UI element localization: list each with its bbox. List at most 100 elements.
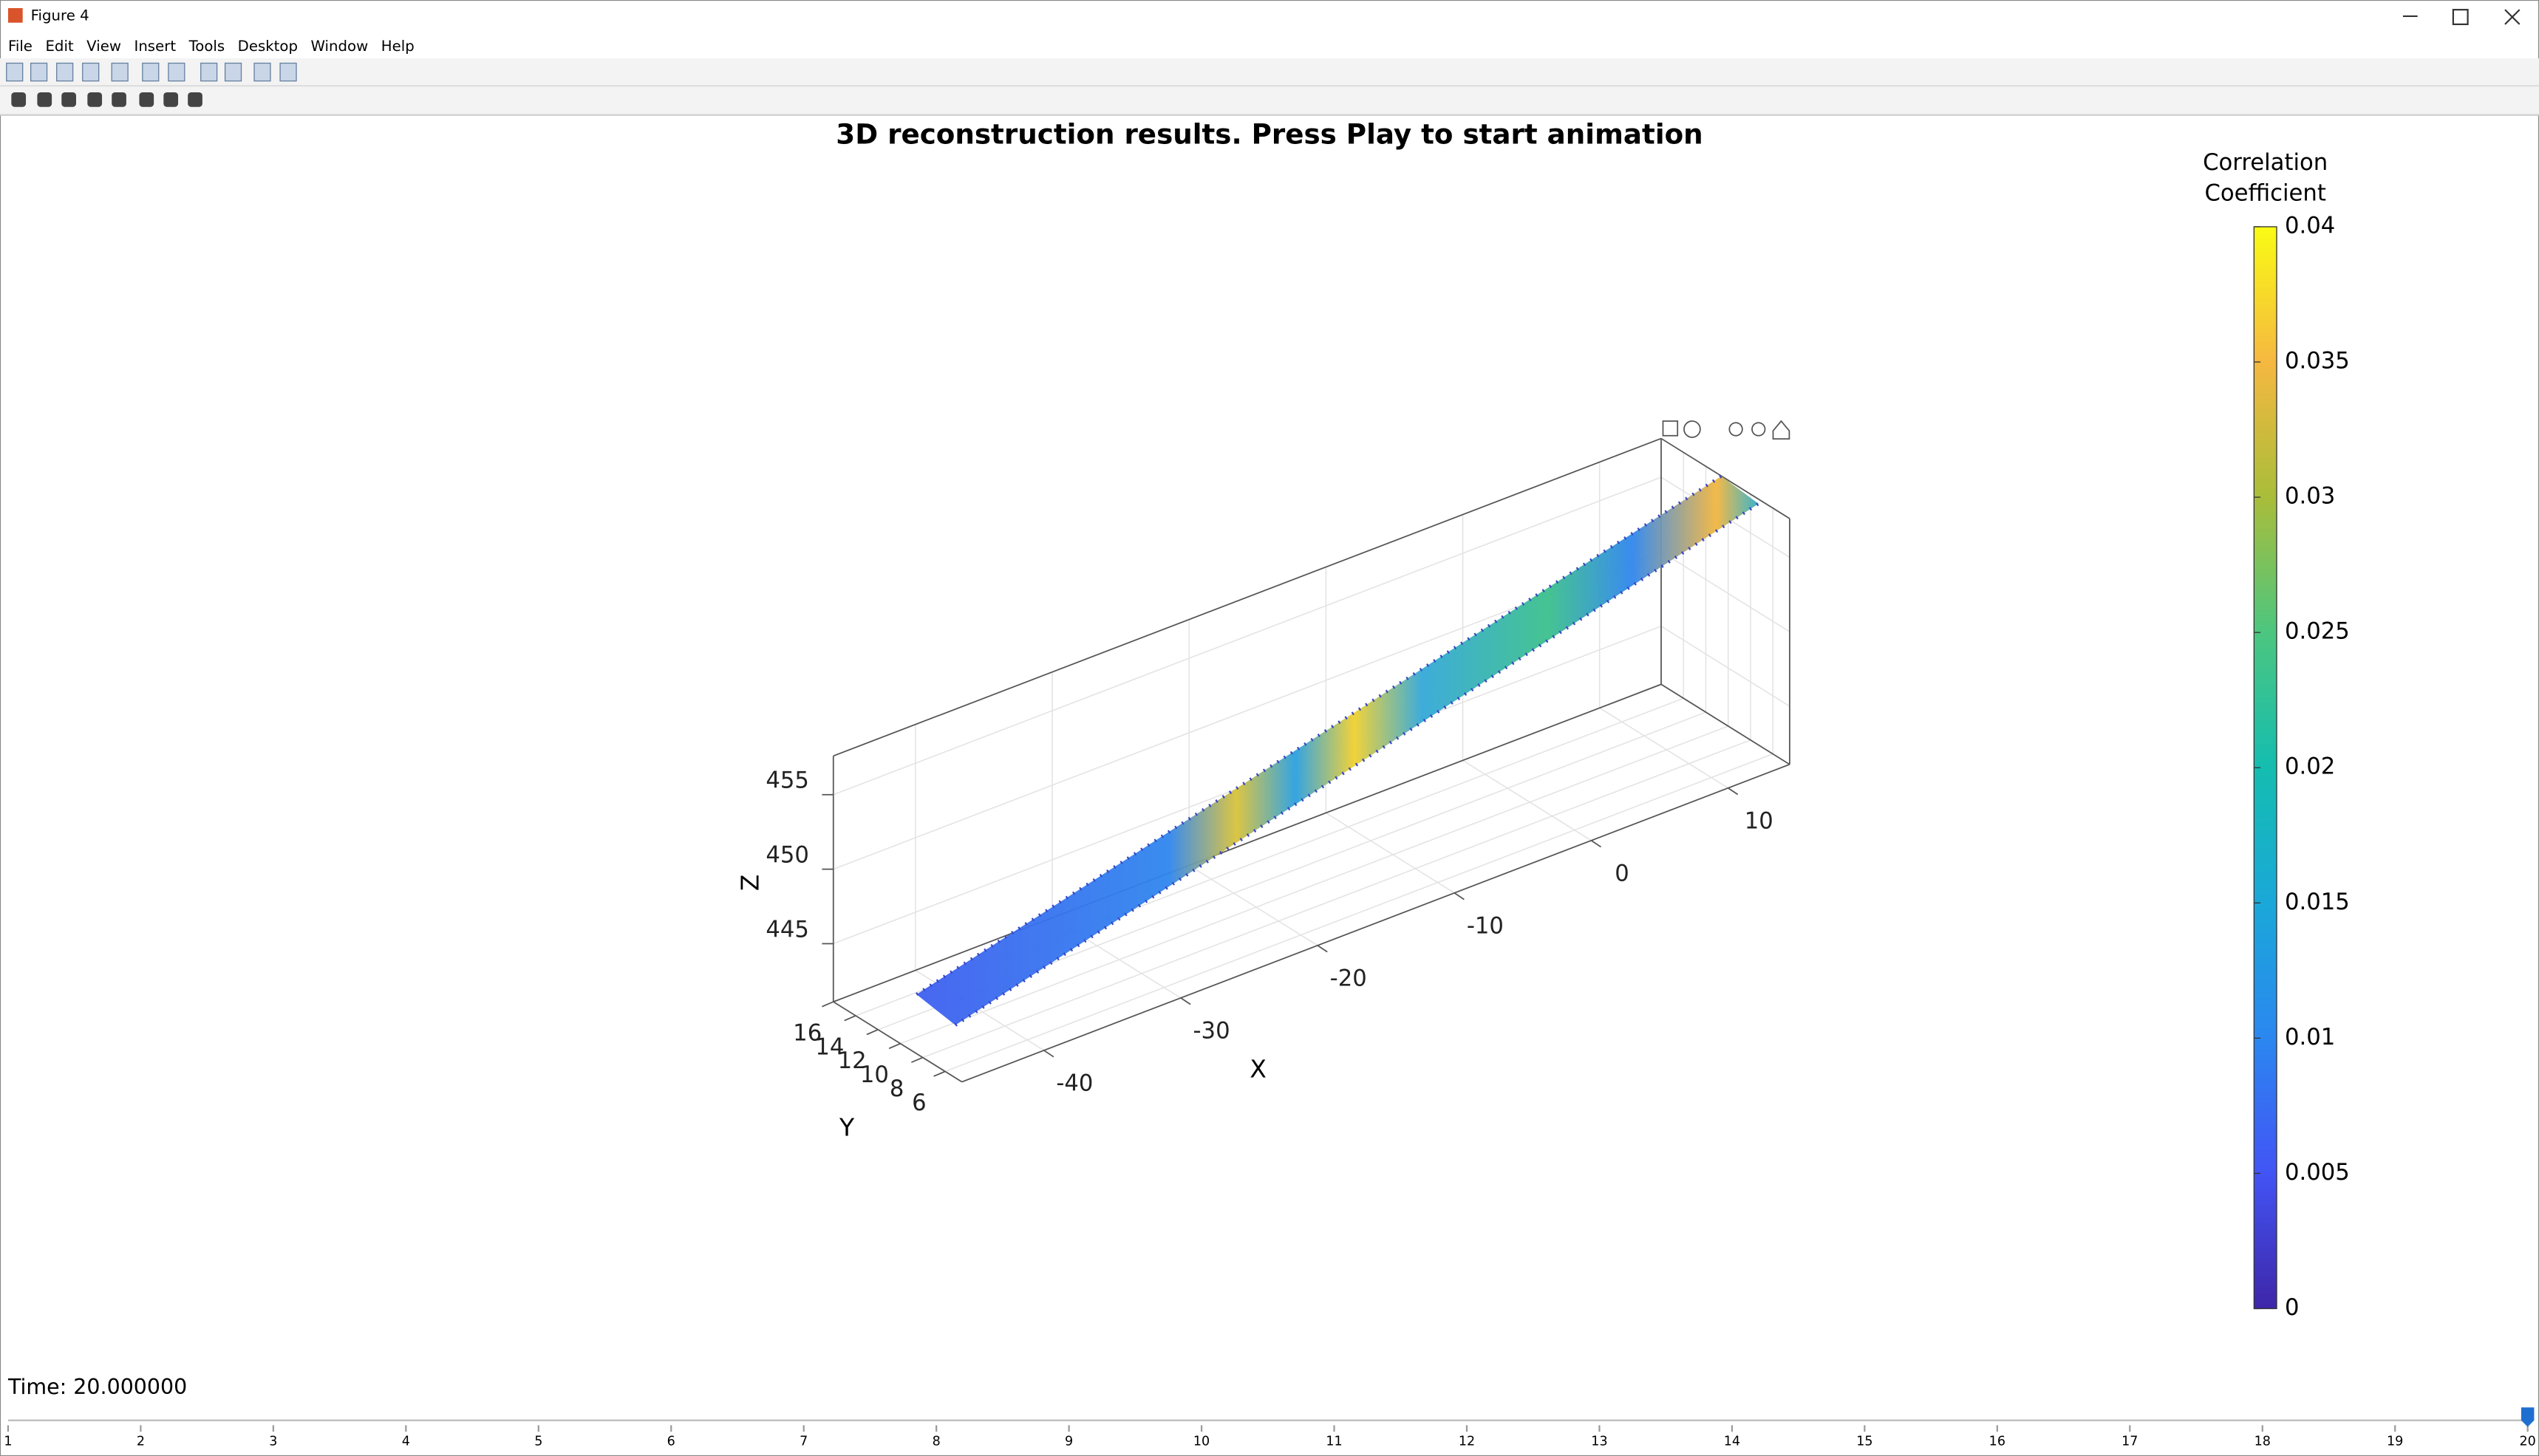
- colorbar-tick-label: 0.02: [2285, 754, 2335, 780]
- colorbar-label: Correlation: [2203, 150, 2328, 176]
- toolbar-button[interactable]: [253, 62, 271, 82]
- toolbar-button[interactable]: [37, 92, 52, 107]
- surface-points: [916, 474, 1722, 996]
- slider-tick-label: 16: [1989, 1434, 2005, 1449]
- menu-item[interactable]: Window: [311, 38, 369, 55]
- x-axis-label: X: [1250, 1055, 1267, 1084]
- menu-item[interactable]: Help: [381, 38, 415, 55]
- toolbar-button[interactable]: [30, 62, 48, 82]
- colorbar-tick-label: 0.03: [2285, 484, 2335, 510]
- slider-tick-label: 17: [2121, 1434, 2138, 1449]
- y-axis-label: Y: [839, 1113, 855, 1142]
- menu-item[interactable]: Desktop: [238, 38, 298, 55]
- slider-tick-label: 4: [402, 1434, 410, 1449]
- z-tick-label: 450: [766, 843, 809, 869]
- slider-thumb[interactable]: [2521, 1407, 2535, 1427]
- slider-tick-label: 14: [1724, 1434, 1740, 1449]
- menu-bar: File Edit View Insert Tools Desktop Window Help: [8, 38, 415, 55]
- z-tick-label: 455: [766, 768, 809, 794]
- slider-tick-label: 12: [1459, 1434, 1475, 1449]
- z-axis-label: Z: [735, 875, 764, 892]
- slider-tick-label: 5: [534, 1434, 542, 1449]
- x-tick-label: -20: [1330, 965, 1367, 991]
- x-tick-label: -10: [1467, 913, 1504, 939]
- y-tick: [933, 1070, 946, 1077]
- toolbar-button[interactable]: [188, 92, 202, 107]
- toolbar-button[interactable]: [163, 92, 179, 107]
- chart-title: 3D reconstruction results. Press Play to…: [836, 118, 1703, 151]
- colorbar-tick-label: 0.04: [2285, 213, 2335, 239]
- axis-box: [833, 437, 1662, 757]
- toolbar-button[interactable]: [279, 62, 297, 82]
- y-tick: [911, 1056, 924, 1063]
- menu-item[interactable]: File: [8, 38, 33, 55]
- toolbar-button[interactable]: [87, 92, 103, 107]
- maximize-button[interactable]: [2452, 9, 2469, 25]
- axis-box: [833, 1001, 963, 1083]
- toolbar-button[interactable]: [142, 62, 160, 82]
- slider-tick-label: 8: [933, 1434, 941, 1449]
- x-tick: [1728, 787, 1739, 796]
- y-tick-label: 12: [838, 1048, 867, 1074]
- window-title: Figure 4: [31, 7, 89, 24]
- colorbar-label: Coefficient: [2204, 181, 2325, 207]
- home[interactable]: [1772, 420, 1790, 440]
- x-tick-label: -40: [1056, 1070, 1093, 1096]
- y-tick: [866, 1029, 879, 1036]
- y-tick: [844, 1015, 856, 1022]
- menu-item[interactable]: Edit: [45, 38, 73, 55]
- axes-tool[interactable]: [1662, 420, 1679, 437]
- toolbar-button[interactable]: [56, 62, 74, 82]
- zoom-in[interactable]: [1728, 422, 1743, 437]
- x-tick: [1043, 1050, 1054, 1058]
- app-icon: [7, 7, 23, 23]
- toolbar-button[interactable]: [61, 92, 76, 107]
- slider-tick-label: 20: [2520, 1434, 2536, 1449]
- toolbar: [6, 62, 297, 107]
- toolbar-button[interactable]: [112, 92, 126, 107]
- close-button[interactable]: [2504, 9, 2521, 25]
- zoom-out[interactable]: [1751, 422, 1766, 437]
- x-tick: [1453, 892, 1465, 900]
- slider: 1 2 3 4 5 6 7 8 9 10 11 12 13 14 15 16 17 18 19 20: [4, 1407, 2536, 1449]
- toolbar-button[interactable]: [139, 92, 154, 107]
- y-tick-label: 10: [860, 1062, 889, 1088]
- toolbar-button[interactable]: [224, 62, 242, 82]
- menu-item[interactable]: Tools: [188, 38, 225, 55]
- axes-tool[interactable]: [1683, 420, 1701, 438]
- grid-line: [1188, 864, 1318, 946]
- menu-item[interactable]: View: [86, 38, 121, 55]
- slider-tick-label: 13: [1591, 1434, 1607, 1449]
- toolbar-button[interactable]: [6, 62, 24, 82]
- axis-box: [961, 763, 1790, 1083]
- toolbar-button[interactable]: [168, 62, 185, 82]
- time-label: Time: 20.000000: [7, 1375, 187, 1399]
- grid-line: [1599, 707, 1728, 789]
- x-tick: [1317, 945, 1328, 953]
- x-tick-label: 10: [1745, 808, 1773, 834]
- x-tick-label: -30: [1193, 1018, 1230, 1044]
- toolbar-button[interactable]: [11, 92, 27, 107]
- colorbar-tick-label: 0.01: [2285, 1025, 2335, 1050]
- colorbar-tick-label: 0.005: [2285, 1160, 2350, 1186]
- y-tick-label: 6: [912, 1090, 927, 1116]
- toolbar-button[interactable]: [111, 62, 129, 82]
- slider-tick-label: 11: [1326, 1434, 1342, 1449]
- y-tick: [822, 1001, 834, 1008]
- slider-tick-label: 6: [667, 1434, 675, 1449]
- grid-line: [900, 725, 1729, 1045]
- grid-line: [1660, 551, 1790, 632]
- slider-tick-label: 1: [4, 1434, 12, 1449]
- toolbar-button[interactable]: [82, 62, 100, 82]
- menu-item[interactable]: Insert: [134, 38, 177, 55]
- toolbar-button[interactable]: [200, 62, 218, 82]
- grid-line: [944, 753, 1773, 1073]
- slider-tick-label: 10: [1193, 1434, 1210, 1449]
- slider-tick-label: 7: [800, 1434, 808, 1449]
- slider-tick-label: 3: [269, 1434, 277, 1449]
- x-tick: [1180, 997, 1191, 1005]
- window-controls: [2402, 9, 2521, 25]
- slider-tick-label: 19: [2387, 1434, 2403, 1449]
